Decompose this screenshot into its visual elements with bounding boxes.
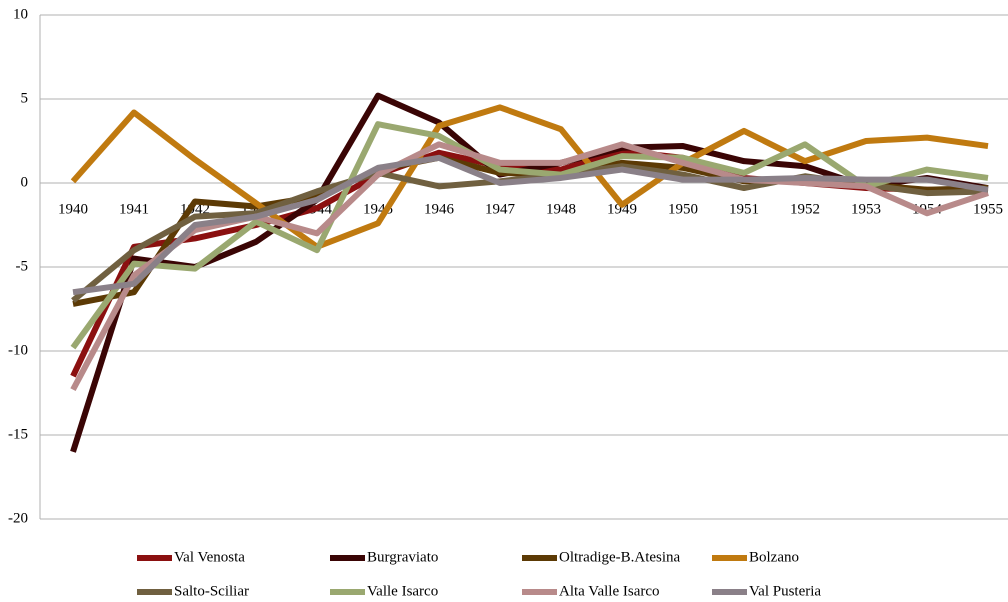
legend-label: Burgraviato <box>367 549 438 565</box>
y-tick-label: 10 <box>13 6 28 22</box>
legend-label: Val Venosta <box>174 549 245 565</box>
y-tick-label: -20 <box>8 510 28 526</box>
legend-label: Alta Valle Isarco <box>559 583 660 599</box>
legend-label: Valle Isarco <box>367 583 438 599</box>
x-tick-label: 1947 <box>485 201 516 217</box>
series-line <box>72 154 989 296</box>
x-tick-label: 1949 <box>607 201 637 217</box>
series-line <box>70 121 989 350</box>
legend-label: Oltradige-B.Atesina <box>559 549 681 565</box>
x-tick-label: 1940 <box>58 201 88 217</box>
y-tick-label: 5 <box>21 90 29 106</box>
y-tick-label: -10 <box>8 342 28 358</box>
legend-label: Val Pusteria <box>749 583 821 599</box>
x-tick-label: 1948 <box>546 201 576 217</box>
x-tick-label: 1952 <box>790 201 820 217</box>
x-tick-label: 1953 <box>851 201 881 217</box>
series-line <box>70 104 989 250</box>
x-tick-label: 1950 <box>668 201 698 217</box>
y-tick-label: -5 <box>16 258 29 274</box>
x-tick-label: 1951 <box>729 201 759 217</box>
y-tick-label: -15 <box>8 426 28 442</box>
legend-label: Salto-Sciliar <box>174 583 249 599</box>
x-tick-label: 1955 <box>973 201 1003 217</box>
y-tick-label: 0 <box>21 174 29 190</box>
legend-label: Bolzano <box>749 549 799 565</box>
x-tick-label: 1941 <box>119 201 149 217</box>
x-tick-label: 1946 <box>424 201 455 217</box>
